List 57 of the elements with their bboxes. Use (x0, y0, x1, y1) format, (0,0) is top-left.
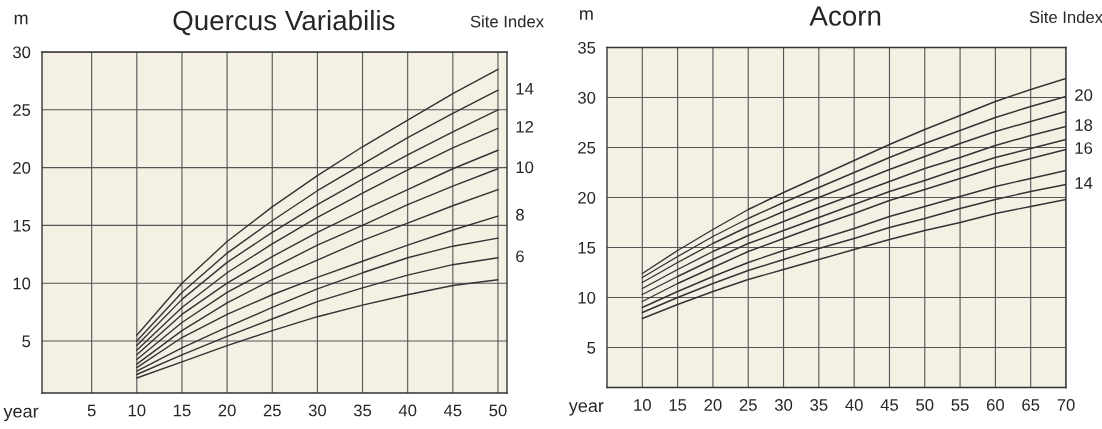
x-tick-label: 60 (986, 399, 1004, 411)
series-label: 14 (1075, 177, 1093, 189)
x-tick-label: 50 (489, 404, 507, 417)
x-tick-label: 70 (1057, 399, 1075, 411)
series-label: 10 (516, 161, 534, 174)
x-tick-label: 25 (739, 399, 757, 411)
y-tick-label: 20 (578, 191, 596, 204)
x-axis-title: year (3, 407, 39, 422)
line-series (136, 279, 499, 379)
line-series (136, 257, 499, 376)
y-tick-label: 20 (13, 161, 31, 174)
series-label: 6 (516, 250, 524, 263)
y-tick-label: 5 (22, 335, 31, 348)
y-tick-label: 5 (587, 342, 596, 354)
y-axis-title: m (580, 10, 593, 20)
y-tick-label: 30 (577, 91, 596, 104)
series-label: 8 (516, 208, 524, 221)
x-axis-title: year (568, 402, 604, 416)
x-tick-label: 20 (218, 404, 236, 417)
x-tick-label: 5 (87, 404, 96, 417)
y-axis-title: m (14, 14, 28, 25)
y-tick-label: 25 (13, 104, 31, 116)
y-tick-label: 15 (13, 219, 31, 232)
x-tick-label: 15 (669, 399, 687, 411)
x-tick-label: 40 (845, 399, 863, 411)
x-tick-label: 35 (353, 404, 372, 417)
x-tick-label: 10 (128, 404, 146, 417)
y-tick-label: 10 (13, 277, 31, 290)
series-label: 18 (1075, 119, 1093, 131)
x-tick-label: 50 (916, 399, 934, 411)
x-tick-label: 30 (774, 399, 793, 411)
y-tick-label: 10 (578, 291, 596, 304)
x-tick-label: 10 (634, 399, 651, 411)
x-tick-label: 65 (1022, 399, 1040, 411)
x-tick-label: 55 (951, 399, 969, 411)
series-label: 12 (516, 120, 534, 133)
series-label: 20 (1075, 89, 1093, 101)
text: Site Index (1029, 10, 1102, 24)
x-tick-label: 15 (173, 404, 191, 417)
chart-title: Acorn (809, 6, 881, 26)
x-tick-label: 45 (880, 399, 899, 411)
x-tick-label: 45 (443, 404, 462, 417)
x-tick-label: 25 (263, 404, 281, 417)
series-label: 14 (516, 82, 534, 95)
y-tick-label: 30 (12, 46, 31, 59)
x-tick-label: 30 (308, 404, 327, 417)
line-series (136, 215, 499, 369)
x-tick-label: 40 (398, 404, 417, 417)
y-tick-label: 35 (577, 41, 596, 54)
text: Site Index (470, 15, 544, 28)
y-tick-label: 15 (578, 242, 596, 254)
x-tick-label: 20 (704, 399, 722, 411)
y-tick-label: 25 (578, 141, 596, 154)
chart-title: Quercus Variabilis (173, 9, 395, 36)
line-series (136, 237, 499, 372)
x-tick-label: 35 (810, 399, 828, 411)
series-label: 16 (1075, 142, 1093, 154)
